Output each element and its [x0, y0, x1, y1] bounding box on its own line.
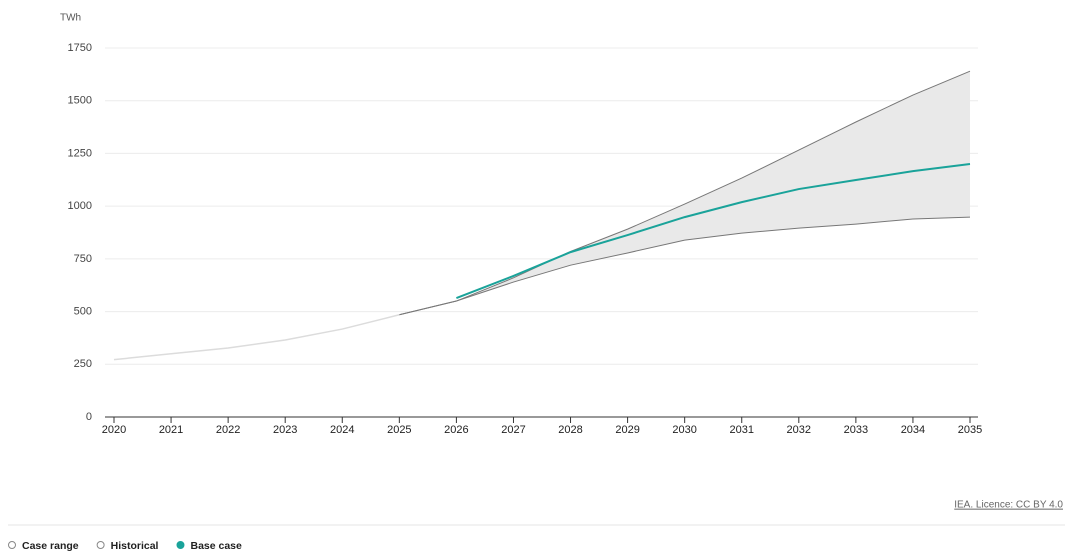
x-tick-label: 2034	[901, 424, 925, 436]
x-tick-label: 2026	[444, 424, 468, 436]
range-area	[399, 71, 970, 315]
x-tick-label: 2024	[330, 424, 354, 436]
y-tick-label: 750	[74, 253, 92, 265]
range-lower	[399, 216, 971, 316]
range-upper	[399, 70, 971, 316]
y-tick-label: 250	[74, 358, 92, 370]
y-tick-label: 1250	[68, 147, 92, 159]
x-tick-label: 2029	[615, 424, 639, 436]
legend-marker	[96, 541, 105, 549]
legend-marker	[176, 541, 185, 549]
x-tick-label: 2028	[558, 424, 582, 436]
legend-label: Base case	[190, 540, 242, 552]
x-tick-label: 2023	[273, 424, 297, 436]
series-line	[456, 162, 971, 300]
x-tick-label: 2021	[159, 424, 183, 436]
legend-label: Historical	[111, 540, 159, 552]
x-tick-label: 2025	[387, 424, 411, 436]
x-tick-label: 2032	[787, 424, 811, 436]
x-tick-label: 2033	[844, 424, 868, 436]
y-tick-label: 1750	[68, 42, 92, 54]
y-tick-label: 1500	[68, 95, 92, 107]
x-tick-label: 2031	[729, 424, 753, 436]
y-tick-label: 1000	[68, 200, 92, 212]
x-tick-label: 2020	[102, 424, 126, 436]
series-line	[113, 314, 400, 361]
source[interactable]: IEA. Licence: CC BY 4.0	[954, 500, 1063, 511]
y-tick-label: 0	[86, 411, 92, 423]
legend-label: Case range	[22, 540, 79, 552]
x-tick-label: 2027	[501, 424, 525, 436]
y-tick-label: 500	[74, 305, 92, 317]
x-tick-label: 2022	[216, 424, 240, 436]
x-tick-label: 2030	[672, 424, 696, 436]
y-axis-label: TWh	[60, 13, 81, 24]
legend-marker	[8, 541, 16, 549]
x-tick-label: 2035	[958, 424, 982, 436]
